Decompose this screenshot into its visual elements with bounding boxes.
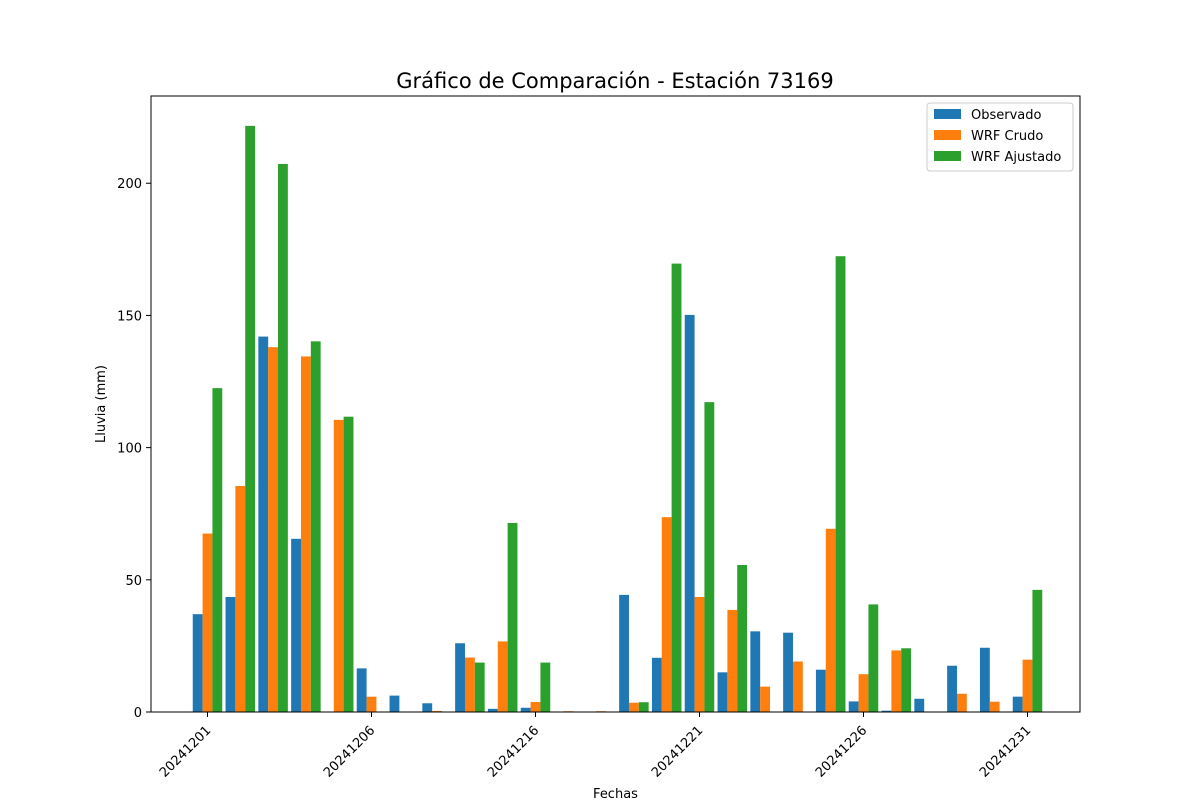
- bar-wrf-ajustado-20241210: [507, 522, 518, 712]
- y-tick-label: 50: [125, 574, 142, 589]
- y-tick-label: 200: [117, 177, 142, 192]
- bar-observado-20241225: [815, 669, 826, 712]
- bar-wrf-crudo-20241219: [628, 702, 639, 712]
- y-axis-label: Lluvia (mm): [94, 365, 109, 443]
- bar-wrf-crudo-20241223: [760, 686, 771, 712]
- legend-label: WRF Crudo: [971, 129, 1043, 144]
- bar-observado-20241230: [979, 647, 990, 712]
- bar-wrf-crudo-20241202: [235, 485, 246, 712]
- x-axis-label: Fechas: [593, 787, 638, 800]
- legend: Observado WRF Crudo WRF Ajustado: [926, 102, 1074, 172]
- bar-observado-20241223: [750, 631, 761, 712]
- bar-wrf-crudo-20241230: [989, 701, 1000, 712]
- bar-wrf-crudo-20241227: [891, 650, 902, 712]
- bar-wrf-crudo-20241208: [432, 710, 443, 712]
- bar-wrf-crudo-20241209: [464, 657, 475, 712]
- bar-wrf-ajustado-20241201: [212, 388, 223, 712]
- bar-wrf-crudo-20241204: [300, 356, 311, 712]
- bar-wrf-crudo-20241231: [1022, 659, 1033, 712]
- y-tick-label: 100: [117, 442, 142, 457]
- bar-wrf-crudo-20241216: [530, 701, 541, 712]
- bar-wrf-ajustado-20241216: [540, 662, 551, 712]
- bar-observado-20241229: [947, 665, 957, 712]
- legend-label: Observado: [971, 108, 1042, 123]
- bar-wrf-ajustado-20241231: [1032, 589, 1043, 712]
- bar-wrf-ajustado-20241221: [704, 402, 715, 712]
- bar-observado-20241206: [356, 668, 367, 712]
- bar-observado-20241221: [684, 314, 695, 712]
- bar-wrf-ajustado-20241202: [245, 125, 256, 713]
- bar-wrf-ajustado-20241222: [737, 565, 748, 712]
- bar-observado-20241203: [258, 336, 269, 712]
- chart-title: Gráfico de Comparación - Estación 73169: [396, 69, 833, 93]
- bar-observado-20241210: [487, 708, 498, 712]
- bar-observado-20241220: [651, 657, 662, 712]
- bar-wrf-ajustado-20241225: [835, 256, 846, 712]
- bar-wrf-ajustado-20241205: [343, 416, 354, 712]
- bar-wrf-ajustado-20241204: [310, 341, 321, 712]
- bar-wrf-ajustado-20241219: [638, 702, 649, 712]
- bar-observado-20241228: [914, 698, 925, 712]
- y-tick-label: 0: [134, 706, 142, 721]
- bar-wrf-crudo-20241201: [202, 533, 213, 712]
- bar-observado-20241202: [225, 597, 236, 712]
- bar-observado-20241204: [291, 538, 301, 712]
- bar-wrf-crudo-20241229: [956, 693, 967, 712]
- bar-observado-20241227: [881, 710, 892, 712]
- bar-observado-20241231: [1012, 696, 1023, 712]
- bar-wrf-crudo-20241210: [497, 641, 508, 712]
- bar-wrf-ajustado-20241209: [474, 662, 485, 712]
- bar-wrf-crudo-20241224: [792, 661, 803, 712]
- bar-wrf-ajustado-20241203: [278, 163, 288, 712]
- legend-swatch-observado: [934, 109, 961, 119]
- bar-wrf-crudo-20241222: [727, 609, 738, 712]
- bar-wrf-crudo-20241226: [858, 674, 869, 712]
- plot-frame: [150, 95, 1081, 713]
- bar-wrf-crudo-20241203: [268, 347, 279, 712]
- bar-observado-20241208: [422, 703, 433, 712]
- bar-wrf-ajustado-20241226: [868, 604, 879, 712]
- bar-observado-20241219: [619, 594, 629, 712]
- bar-observado-20241201: [192, 614, 203, 712]
- bar-observado-20241209: [455, 643, 465, 712]
- bar-wrf-crudo-20241221: [694, 597, 705, 712]
- legend-label: WRF Ajustado: [971, 150, 1061, 165]
- bars-group: [192, 125, 1043, 713]
- legend-box: [926, 102, 1074, 172]
- bar-wrf-ajustado-20241220: [671, 263, 682, 712]
- bar-observado-20241207: [389, 695, 400, 712]
- bar-wrf-crudo-20241205: [333, 419, 344, 712]
- bar-observado-20241222: [717, 672, 728, 712]
- bar-wrf-crudo-20241206: [366, 696, 377, 712]
- bar-wrf-crudo-20241220: [661, 517, 672, 712]
- bar-wrf-crudo-20241225: [825, 528, 836, 712]
- bar-observado-20241226: [848, 701, 859, 712]
- bar-observado-20241216: [520, 707, 531, 712]
- y-tick-label: 150: [117, 309, 142, 324]
- legend-swatch-wrf-ajustado: [934, 151, 961, 161]
- legend-swatch-wrf-crudo: [934, 130, 961, 140]
- bar-observado-20241224: [783, 632, 793, 712]
- y-axis: 0 50 100 150 200: [117, 177, 151, 721]
- bar-wrf-ajustado-20241227: [901, 648, 912, 712]
